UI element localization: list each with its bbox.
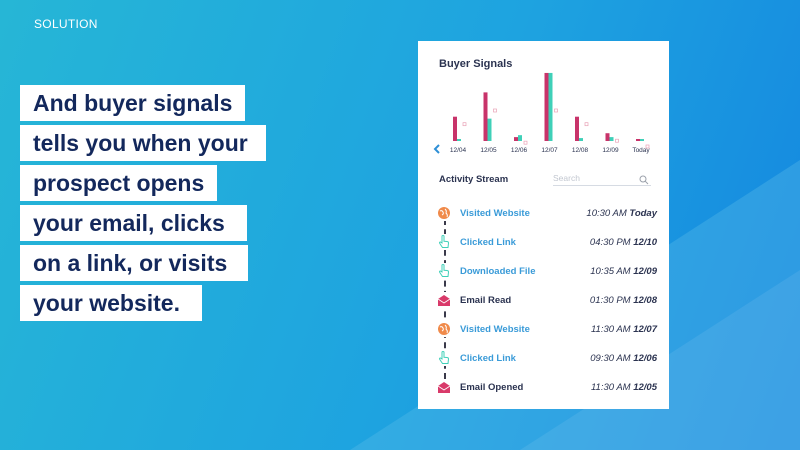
activity-label[interactable]: Downloaded File — [460, 266, 536, 277]
bar-marker — [554, 108, 558, 113]
globe-icon — [436, 205, 452, 221]
activity-item[interactable]: Visited Website 10:30 AM Today — [432, 205, 657, 223]
activity-stream-title: Activity Stream — [439, 174, 509, 185]
activity-timestamp: 11:30 AM 12/07 — [591, 324, 657, 335]
bar-marker — [584, 122, 589, 127]
activity-time: 04:30 PM — [589, 237, 634, 248]
section-label: SOLUTION — [34, 17, 98, 31]
headline-line: your email, clicks — [20, 205, 247, 241]
bar-primary — [514, 137, 518, 141]
headline-line: tells you when your — [20, 125, 266, 161]
activity-day: 12/08 — [633, 295, 657, 306]
bar-marker — [615, 138, 619, 143]
activity-day: 12/10 — [633, 237, 657, 248]
activity-day: 12/06 — [633, 353, 657, 364]
activity-timestamp: 10:35 AM 12/09 — [590, 266, 657, 277]
activity-day: 12/07 — [633, 324, 657, 335]
bar-secondary — [609, 137, 614, 141]
activity-item[interactable]: Visited Website 11:30 AM 12/07 — [432, 321, 657, 339]
x-tick-label: 12/04 — [450, 147, 467, 154]
bar-secondary — [579, 138, 583, 141]
bar-marker — [493, 108, 497, 113]
activity-time: 11:30 AM — [590, 324, 634, 335]
bar-secondary — [457, 139, 461, 141]
pointer-hand-icon — [436, 263, 452, 279]
x-tick-label: 12/06 — [511, 147, 528, 154]
bar-marker — [645, 144, 650, 149]
pointer-hand-icon — [436, 350, 452, 366]
bar-secondary — [518, 135, 522, 141]
bar-secondary — [548, 72, 553, 141]
activity-timestamp: 11:30 AM 12/05 — [591, 382, 657, 393]
bar-marker — [462, 122, 467, 127]
x-tick-label: 12/09 — [602, 147, 619, 154]
x-tick-label: 12/07 — [541, 147, 558, 154]
bar-primary — [636, 139, 640, 141]
activity-item[interactable]: Email Opened 11:30 AM 12/05 — [432, 379, 657, 397]
bar-secondary — [487, 118, 492, 141]
x-tick-label: 12/05 — [480, 147, 497, 154]
buyer-signals-chart: 12/04 12/05 12/06 12/07 12/08 12/09 Today — [433, 72, 650, 154]
activity-label[interactable]: Visited Website — [460, 208, 530, 219]
headline-line: And buyer signals — [20, 85, 245, 121]
x-tick-label: Today — [632, 147, 650, 154]
headline-line: prospect opens — [20, 165, 217, 201]
headline-line: your website. — [20, 285, 202, 321]
activity-time: 09:30 AM — [590, 353, 634, 364]
activity-item[interactable]: Email Read 01:30 PM 12/08 — [432, 292, 657, 310]
activity-label[interactable]: Clicked Link — [460, 353, 516, 364]
activity-timestamp: 10:30 AM Today — [586, 208, 657, 219]
bar-primary — [544, 72, 549, 141]
bar-marker — [523, 140, 528, 145]
activity-label[interactable]: Email Opened — [460, 382, 524, 393]
chevron-left-icon[interactable] — [433, 144, 440, 154]
activity-label[interactable]: Email Read — [460, 295, 512, 306]
activity-day: Today — [629, 208, 657, 219]
activity-day: 12/09 — [633, 266, 657, 277]
bar-primary — [605, 133, 610, 141]
bar-primary — [575, 116, 579, 141]
activity-time: 11:30 AM — [590, 382, 634, 393]
search-input[interactable] — [553, 171, 633, 185]
activity-item[interactable]: Clicked Link 09:30 AM 12/06 — [432, 350, 657, 368]
pointer-hand-icon — [436, 234, 452, 250]
bar-secondary — [640, 139, 644, 141]
card-title: Buyer Signals — [439, 58, 513, 70]
activity-time: 01:30 PM — [589, 295, 634, 306]
envelope-icon — [436, 379, 452, 395]
bar-primary — [483, 92, 488, 141]
envelope-icon — [436, 292, 452, 308]
activity-item[interactable]: Downloaded File 10:35 AM 12/09 — [432, 263, 657, 281]
bar-primary — [453, 116, 457, 141]
search-icon[interactable] — [639, 172, 649, 190]
activity-timestamp: 09:30 AM 12/06 — [590, 353, 657, 364]
activity-item[interactable]: Clicked Link 04:30 PM 12/10 — [432, 234, 657, 252]
headline-line: on a link, or visits — [20, 245, 248, 281]
activity-label[interactable]: Clicked Link — [460, 237, 516, 248]
globe-icon — [436, 321, 452, 337]
activity-label[interactable]: Visited Website — [460, 324, 530, 335]
activity-timestamp: 01:30 PM 12/08 — [590, 295, 657, 306]
activity-day: 12/05 — [633, 382, 657, 393]
x-tick-label: 12/08 — [572, 147, 589, 154]
buyer-signals-card: Buyer Signals 12/04 12/05 12/06 12/07 12/08 1… — [418, 41, 669, 409]
activity-time: 10:30 AM — [586, 208, 630, 219]
search-box — [553, 171, 651, 186]
activity-timestamp: 04:30 PM 12/10 — [590, 237, 657, 248]
activity-time: 10:35 AM — [590, 266, 634, 277]
